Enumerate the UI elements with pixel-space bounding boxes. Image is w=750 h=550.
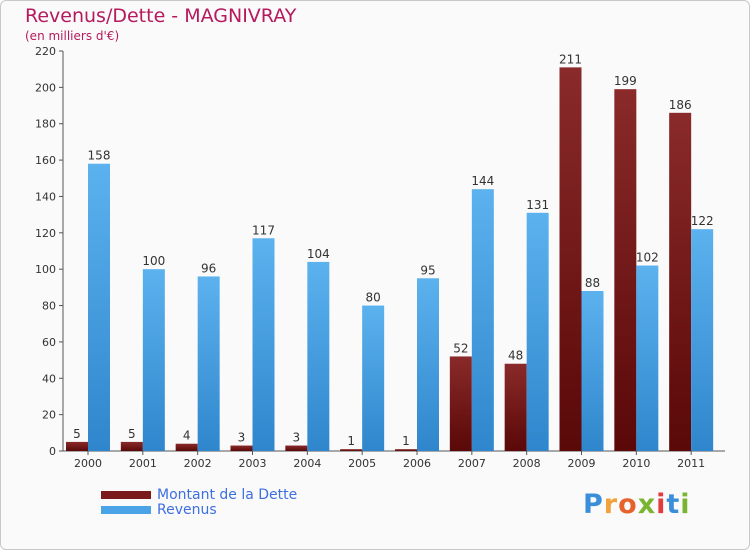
x-tick-label: 2008 xyxy=(513,457,541,470)
bar-revenue xyxy=(636,265,659,451)
bar-revenue xyxy=(252,238,275,451)
x-tick-label: 2009 xyxy=(568,457,596,470)
bar-debt xyxy=(614,89,637,451)
bar-debt xyxy=(340,449,363,451)
legend-item-debt: Montant de la Dette xyxy=(101,486,298,503)
proxiti-logo: Proxiti xyxy=(583,489,691,520)
data-label-debt: 199 xyxy=(614,74,637,88)
data-label-debt: 186 xyxy=(669,98,692,112)
data-label-revenue: 117 xyxy=(252,223,275,237)
data-label-revenue: 102 xyxy=(636,251,659,265)
bar-debt xyxy=(449,356,472,451)
logo-letter: P xyxy=(583,489,604,520)
x-tick-label: 2001 xyxy=(129,457,157,470)
logo-letter: t xyxy=(666,489,681,520)
data-label-debt: 5 xyxy=(73,427,81,441)
y-tick-label: 160 xyxy=(35,154,56,167)
x-tick-label: 2003 xyxy=(239,457,267,470)
bar-debt xyxy=(395,449,417,451)
data-label-debt: 3 xyxy=(293,431,301,445)
data-label-revenue: 96 xyxy=(201,261,216,275)
data-label-revenue: 122 xyxy=(691,214,714,228)
bar-debt xyxy=(120,441,143,451)
logo-letter: i xyxy=(680,489,691,520)
data-label-revenue: 104 xyxy=(307,247,330,261)
y-tick-label: 140 xyxy=(35,190,56,203)
bar-debt xyxy=(66,441,88,451)
data-label-revenue: 100 xyxy=(142,254,165,268)
x-tick-label: 2006 xyxy=(403,457,431,470)
bar-debt xyxy=(175,443,198,451)
data-label-debt: 1 xyxy=(402,434,410,448)
y-tick-label: 220 xyxy=(35,45,56,58)
x-tick-label: 2007 xyxy=(458,457,486,470)
logo-letter: i xyxy=(656,489,667,520)
data-label-debt: 3 xyxy=(238,431,246,445)
chart-title: Revenus/Dette - MAGNIVRAY xyxy=(25,5,297,27)
legend-item-revenue: Revenus xyxy=(101,501,297,518)
data-label-debt: 48 xyxy=(508,349,523,363)
x-tick-label: 2005 xyxy=(348,457,376,470)
legend-swatch-debt xyxy=(101,490,151,499)
bar-revenue xyxy=(417,278,439,451)
data-label-revenue: 95 xyxy=(420,263,435,277)
bar-revenue xyxy=(197,276,220,451)
bar-revenue xyxy=(526,212,549,451)
bar-revenue xyxy=(307,261,330,451)
bar-revenue xyxy=(142,269,165,451)
x-tick-label: 2002 xyxy=(184,457,212,470)
data-label-revenue: 80 xyxy=(366,291,381,305)
bar-debt xyxy=(669,112,692,452)
data-label-debt: 52 xyxy=(453,341,468,355)
logo-letter: x xyxy=(637,489,657,520)
bar-revenue xyxy=(88,163,110,451)
data-label-revenue: 88 xyxy=(585,276,600,290)
bar-debt xyxy=(230,445,253,451)
legend-label-revenue: Revenus xyxy=(157,501,217,518)
x-tick-label: 2000 xyxy=(74,457,102,470)
data-label-revenue: 158 xyxy=(88,149,111,163)
legend-swatch-revenue xyxy=(101,505,151,514)
y-tick-label: 80 xyxy=(42,300,56,313)
legend-label-debt: Montant de la Dette xyxy=(157,486,298,503)
y-tick-label: 180 xyxy=(35,118,56,131)
logo-letter: o xyxy=(618,489,638,520)
bar-revenue xyxy=(471,189,494,451)
bar-debt xyxy=(285,445,308,451)
y-tick-label: 100 xyxy=(35,263,56,276)
x-tick-label: 2004 xyxy=(293,457,321,470)
bar-debt xyxy=(504,363,527,451)
data-label-debt: 1 xyxy=(347,434,355,448)
y-tick-label: 40 xyxy=(42,372,56,385)
x-tick-label: 2010 xyxy=(622,457,650,470)
y-tick-label: 20 xyxy=(42,409,56,422)
legend: Montant de la Dette Revenus xyxy=(101,486,298,518)
y-tick-label: 0 xyxy=(49,445,56,458)
data-label-debt: 5 xyxy=(128,427,136,441)
data-label-revenue: 131 xyxy=(526,198,549,212)
logo-letter: r xyxy=(603,489,619,520)
bar-revenue xyxy=(362,305,385,451)
chart-subtitle: (en milliers d'€) xyxy=(25,29,120,43)
x-tick-label: 2011 xyxy=(677,457,705,470)
data-label-debt: 211 xyxy=(559,52,582,66)
data-label-debt: 4 xyxy=(183,429,191,443)
y-tick-label: 60 xyxy=(42,336,56,349)
bar-debt xyxy=(559,67,582,451)
data-label-revenue: 144 xyxy=(471,174,494,188)
bar-revenue xyxy=(691,229,714,451)
y-tick-label: 200 xyxy=(35,81,56,94)
bar-revenue xyxy=(581,291,604,451)
y-tick-label: 120 xyxy=(35,227,56,240)
